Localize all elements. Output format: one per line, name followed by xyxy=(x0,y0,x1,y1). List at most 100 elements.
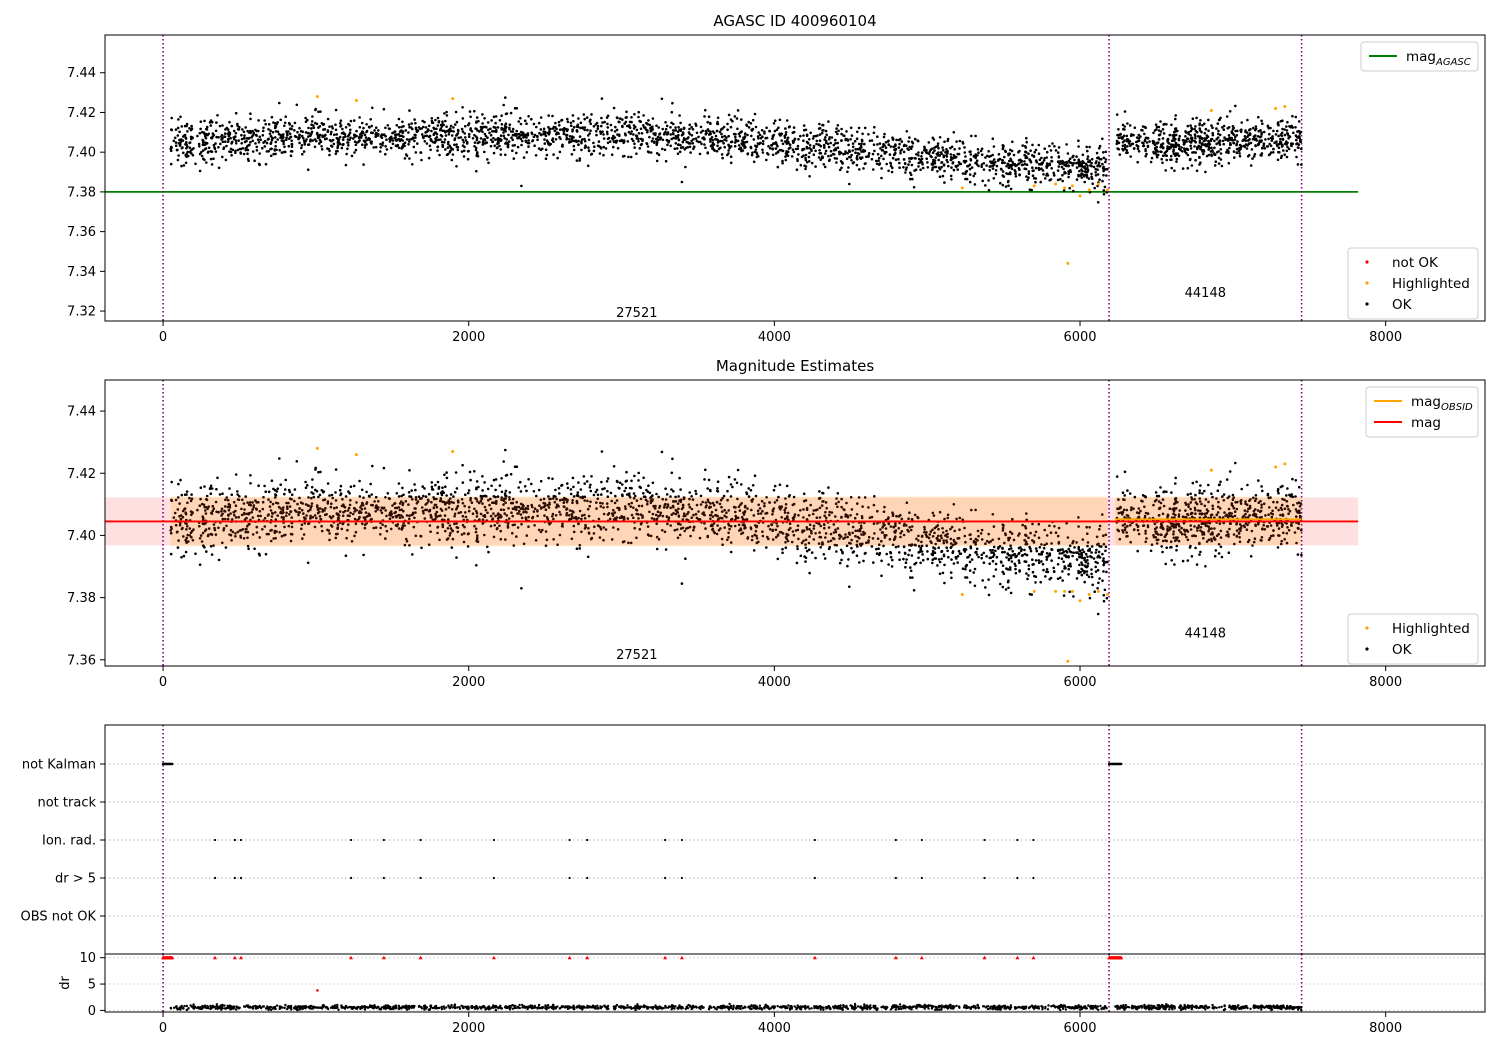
data-point xyxy=(1021,553,1025,557)
data-point xyxy=(1143,132,1146,136)
data-point xyxy=(451,153,455,156)
data-point xyxy=(256,138,260,141)
data-point xyxy=(494,488,497,492)
data-point xyxy=(647,484,650,488)
data-point xyxy=(688,505,692,509)
data-point xyxy=(1101,513,1104,516)
data-point xyxy=(692,147,695,151)
data-point xyxy=(255,145,259,149)
data-point xyxy=(763,130,766,133)
data-point xyxy=(215,121,218,124)
data-point xyxy=(533,144,536,147)
data-point xyxy=(709,122,712,126)
data-point xyxy=(318,515,322,518)
data-point xyxy=(1104,545,1108,549)
data-point xyxy=(1083,180,1086,184)
data-point xyxy=(648,123,652,127)
data-point xyxy=(572,139,576,143)
data-point xyxy=(642,124,645,127)
data-point xyxy=(1040,560,1043,563)
data-point xyxy=(578,135,582,138)
data-point xyxy=(625,470,628,474)
data-point xyxy=(583,137,586,141)
data-point xyxy=(673,147,677,151)
data-point xyxy=(1285,149,1289,153)
data-point xyxy=(793,513,797,516)
data-point xyxy=(578,159,581,162)
data-point xyxy=(1272,151,1275,154)
data-point xyxy=(1207,483,1210,487)
data-point xyxy=(1098,164,1102,168)
data-point xyxy=(970,134,973,138)
data-point xyxy=(444,529,447,533)
data-point xyxy=(810,148,813,151)
data-point xyxy=(289,150,293,153)
data-point xyxy=(572,125,576,129)
data-point xyxy=(768,528,772,531)
data-point xyxy=(594,123,598,126)
data-point xyxy=(617,486,620,490)
data-point xyxy=(1145,141,1149,144)
data-point xyxy=(965,169,969,173)
data-point xyxy=(1195,480,1198,484)
data-point xyxy=(981,179,984,183)
data-point xyxy=(850,153,853,157)
data-point xyxy=(626,140,630,143)
data-point xyxy=(391,142,395,146)
data-point xyxy=(180,146,184,150)
data-point xyxy=(722,142,725,145)
data-point xyxy=(283,145,286,149)
data-point xyxy=(666,143,669,147)
data-point xyxy=(992,553,996,557)
data-point xyxy=(1045,568,1049,571)
data-point xyxy=(840,139,843,142)
data-point xyxy=(663,148,667,152)
data-point xyxy=(466,150,470,153)
data-point xyxy=(186,145,189,148)
data-point xyxy=(712,530,716,533)
data-point xyxy=(1256,135,1260,138)
data-point xyxy=(1013,562,1016,566)
data-point xyxy=(1017,162,1020,166)
data-point xyxy=(408,140,411,143)
data-point xyxy=(1076,161,1079,165)
data-point xyxy=(443,141,446,144)
data-point xyxy=(1088,596,1092,600)
data-point xyxy=(840,132,843,136)
data-point xyxy=(678,150,682,154)
data-point xyxy=(1104,549,1107,553)
data-point xyxy=(765,546,768,549)
data-point xyxy=(287,501,290,505)
data-point xyxy=(1095,548,1098,552)
data-point xyxy=(1049,149,1053,152)
data-point xyxy=(560,119,563,122)
data-point xyxy=(1136,145,1140,148)
data-point xyxy=(741,518,745,521)
data-point xyxy=(539,128,543,131)
data-point xyxy=(1050,156,1053,159)
data-point xyxy=(318,133,322,137)
data-point xyxy=(239,152,243,155)
data-point xyxy=(400,134,404,138)
data-point xyxy=(1257,479,1260,482)
data-point xyxy=(854,151,857,154)
data-point xyxy=(205,161,208,164)
data-point xyxy=(889,555,893,559)
data-point xyxy=(391,139,395,142)
data-point xyxy=(634,134,638,137)
data-point xyxy=(570,513,574,516)
data-point xyxy=(961,172,965,175)
data-point xyxy=(400,494,403,498)
data-point xyxy=(716,489,719,493)
data-point xyxy=(1009,172,1012,176)
data-point xyxy=(903,143,906,147)
data-point xyxy=(919,548,923,551)
data-point xyxy=(376,134,379,137)
data-point xyxy=(1130,142,1134,146)
data-point xyxy=(628,126,632,130)
data-point xyxy=(1039,580,1042,584)
data-point xyxy=(253,159,256,162)
data-point xyxy=(415,130,419,133)
data-point xyxy=(757,137,760,140)
data-point xyxy=(682,137,686,140)
